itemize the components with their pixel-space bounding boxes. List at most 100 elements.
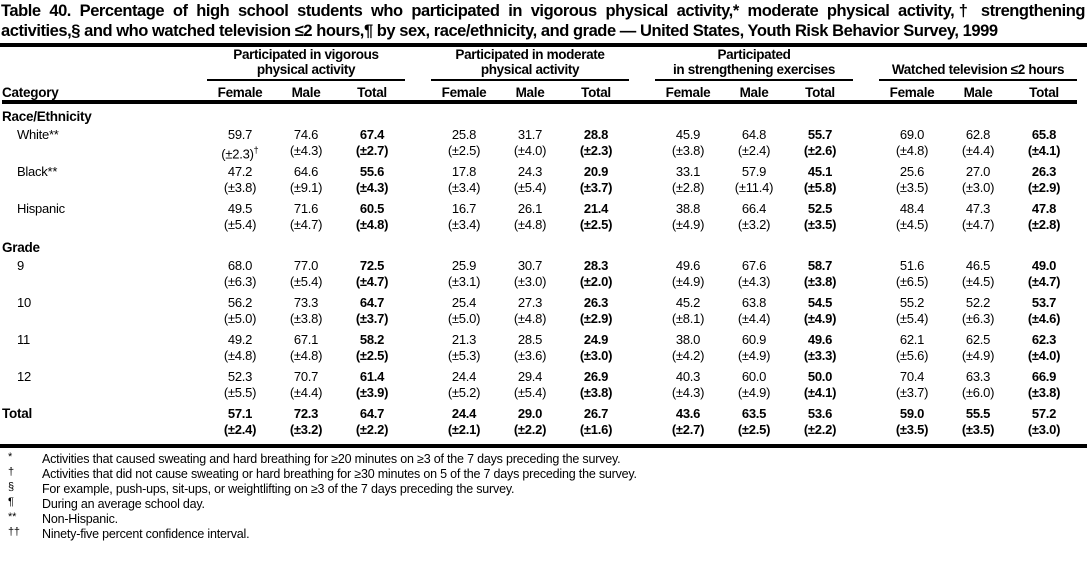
value-cell: 58.2 (±2.5) bbox=[339, 329, 405, 366]
value-cell: 57.9 (±11.4) bbox=[721, 161, 787, 198]
confidence-interval: (±5.0) bbox=[223, 311, 257, 326]
confidence-interval: (±2.1) bbox=[447, 422, 481, 437]
confidence-interval: (±4.9) bbox=[671, 274, 705, 289]
confidence-interval: (±2.9) bbox=[1027, 180, 1061, 195]
column-header-male: Male bbox=[497, 80, 563, 104]
confidence-interval: (±4.4) bbox=[289, 385, 323, 400]
group-gap bbox=[405, 47, 431, 80]
value-cell: 30.7 (±3.0) bbox=[497, 255, 563, 292]
group-gap bbox=[405, 366, 431, 403]
percent-value: 70.7 bbox=[293, 369, 319, 384]
percent-value: 25.8 bbox=[451, 127, 477, 142]
column-header-total: Total bbox=[339, 80, 405, 104]
table-row: White** 59.7 (±2.3)† 74.6 (±4.3) 67.4 (±2.7) 25… bbox=[2, 124, 1077, 161]
confidence-interval: (±4.4) bbox=[961, 143, 995, 158]
row-label: 12 bbox=[17, 369, 31, 384]
percent-value: 56.2 bbox=[227, 295, 253, 310]
value-cell: 54.5 (±4.9) bbox=[787, 292, 853, 329]
percent-value: 45.1 bbox=[807, 164, 833, 179]
group-gap bbox=[853, 255, 879, 292]
percent-value: 45.2 bbox=[675, 295, 701, 310]
percent-value: 24.4 bbox=[451, 406, 477, 421]
percent-value: 26.3 bbox=[1031, 164, 1057, 179]
confidence-interval: (±5.3) bbox=[447, 348, 481, 363]
confidence-interval: (±2.8) bbox=[671, 180, 705, 195]
value-cell: 62.1 (±5.6) bbox=[879, 329, 945, 366]
table-row: 10 56.2 (±5.0) 73.3 (±3.8) 64.7 (±3.7) 25.4 (±5.… bbox=[2, 292, 1077, 329]
percent-value: 55.2 bbox=[899, 295, 925, 310]
confidence-interval: (±5.6) bbox=[895, 348, 929, 363]
value-cell: 21.4 (±2.5) bbox=[563, 198, 629, 235]
group-gap bbox=[405, 124, 431, 161]
percent-value: 28.8 bbox=[583, 127, 609, 142]
confidence-interval: (±2.2) bbox=[513, 422, 547, 437]
confidence-interval: (±2.2) bbox=[803, 422, 837, 437]
percent-value: 38.8 bbox=[675, 201, 701, 216]
group-gap bbox=[405, 80, 431, 104]
confidence-interval: (±2.2) bbox=[355, 422, 389, 437]
percent-value: 17.8 bbox=[451, 164, 477, 179]
row-label: White** bbox=[17, 127, 59, 142]
value-cell: 67.6 (±4.3) bbox=[721, 255, 787, 292]
value-cell: 68.0 (±6.3) bbox=[207, 255, 273, 292]
group-gap bbox=[405, 292, 431, 329]
group-header-line: physical activity bbox=[256, 62, 356, 77]
percent-value: 27.3 bbox=[517, 295, 543, 310]
footnote-divider-rule bbox=[0, 444, 1087, 448]
group-gap bbox=[853, 329, 879, 366]
confidence-interval: (±3.5) bbox=[961, 422, 995, 437]
value-cell: 40.3 (±4.3) bbox=[655, 366, 721, 403]
section-row: Race/Ethnicity bbox=[2, 102, 1077, 124]
footnote-marker: †† bbox=[8, 526, 20, 538]
confidence-interval: (±3.7) bbox=[579, 180, 613, 195]
percent-value: 49.6 bbox=[675, 258, 701, 273]
percent-value: 69.0 bbox=[899, 127, 925, 142]
footnote-line: † Activities that did not cause sweating … bbox=[4, 466, 1087, 482]
confidence-interval: (±2.9) bbox=[579, 311, 613, 326]
value-cell: 63.5 (±2.5) bbox=[721, 403, 787, 444]
row-label: Hispanic bbox=[17, 201, 65, 216]
percent-value: 70.4 bbox=[899, 369, 925, 384]
table-title: Table 40. Percentage of high school stud… bbox=[1, 2, 1085, 40]
percent-value: 24.4 bbox=[451, 369, 477, 384]
footnote-text: Non-Hispanic. bbox=[42, 512, 118, 526]
percent-value: 21.3 bbox=[451, 332, 477, 347]
confidence-interval: (±3.4) bbox=[447, 217, 481, 232]
confidence-interval: (±5.4) bbox=[513, 180, 547, 195]
group-gap bbox=[405, 329, 431, 366]
footnote-marker: § bbox=[8, 481, 14, 493]
value-cell: 63.3 (±6.0) bbox=[945, 366, 1011, 403]
percent-value: 68.0 bbox=[227, 258, 253, 273]
footnote-marker: ¶ bbox=[8, 496, 14, 508]
value-cell: 67.1 (±4.8) bbox=[273, 329, 339, 366]
confidence-interval: (±1.6) bbox=[579, 422, 613, 437]
percent-value: 40.3 bbox=[675, 369, 701, 384]
confidence-interval: (±3.6) bbox=[513, 348, 547, 363]
footnote-text: During an average school day. bbox=[42, 497, 205, 511]
percent-value: 57.1 bbox=[227, 406, 253, 421]
confidence-interval: (±2.7) bbox=[355, 143, 389, 158]
confidence-interval: (±6.3) bbox=[961, 311, 995, 326]
footnote-line: ** Non-Hispanic. bbox=[4, 511, 1087, 527]
confidence-interval: (±2.5) bbox=[355, 348, 389, 363]
percent-value: 26.7 bbox=[583, 406, 609, 421]
value-cell: 26.3 (±2.9) bbox=[1011, 161, 1077, 198]
confidence-interval: (±2.3)† bbox=[221, 145, 259, 162]
percent-value: 53.6 bbox=[807, 406, 833, 421]
percent-value: 55.7 bbox=[807, 127, 833, 142]
percent-value: 29.4 bbox=[517, 369, 543, 384]
confidence-interval: (±5.4) bbox=[895, 311, 929, 326]
percent-value: 55.5 bbox=[965, 406, 991, 421]
confidence-interval: (±4.3) bbox=[671, 385, 705, 400]
confidence-interval: (±3.2) bbox=[737, 217, 771, 232]
confidence-interval: (±3.8) bbox=[803, 274, 837, 289]
value-cell: 25.4 (±5.0) bbox=[431, 292, 497, 329]
confidence-interval: (±3.7) bbox=[895, 385, 929, 400]
confidence-interval: (±3.0) bbox=[513, 274, 547, 289]
percent-value: 52.5 bbox=[807, 201, 833, 216]
percent-value: 26.1 bbox=[517, 201, 543, 216]
value-cell: 25.8 (±2.5) bbox=[431, 124, 497, 161]
footnote-line: ¶ During an average school day. bbox=[4, 496, 1087, 512]
table-row: 11 49.2 (±4.8) 67.1 (±4.8) 58.2 (±2.5) 21.3 (±5.… bbox=[2, 329, 1077, 366]
value-cell: 25.6 (±3.5) bbox=[879, 161, 945, 198]
